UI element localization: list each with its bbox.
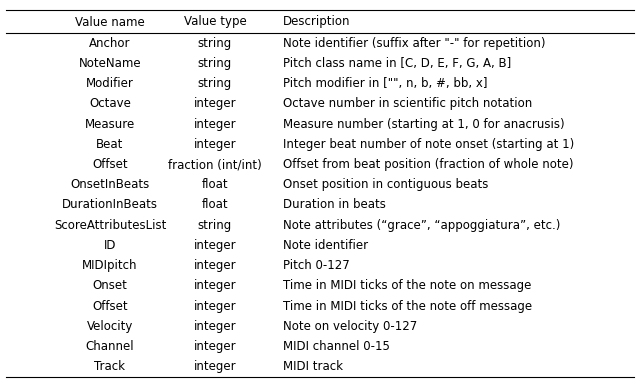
Text: Offset: Offset xyxy=(92,300,128,313)
Text: string: string xyxy=(198,37,232,50)
Text: Pitch class name in [C, D, E, F, G, A, B]: Pitch class name in [C, D, E, F, G, A, B… xyxy=(283,57,511,70)
Text: string: string xyxy=(198,77,232,90)
Text: Duration in beats: Duration in beats xyxy=(283,199,386,211)
Text: Offset from beat position (fraction of whole note): Offset from beat position (fraction of w… xyxy=(283,158,573,171)
Text: Value name: Value name xyxy=(75,15,145,28)
Text: Pitch 0-127: Pitch 0-127 xyxy=(283,259,349,272)
Text: ScoreAttributesList: ScoreAttributesList xyxy=(54,219,166,232)
Text: MIDI track: MIDI track xyxy=(283,360,343,373)
Text: Track: Track xyxy=(95,360,125,373)
Text: Note attributes (“grace”, “appoggiatura”, etc.): Note attributes (“grace”, “appoggiatura”… xyxy=(283,219,561,232)
Text: Beat: Beat xyxy=(96,138,124,151)
Text: integer: integer xyxy=(194,117,236,131)
Text: Note identifier (suffix after "-" for repetition): Note identifier (suffix after "-" for re… xyxy=(283,37,545,50)
Text: Note identifier: Note identifier xyxy=(283,239,368,252)
Text: Anchor: Anchor xyxy=(89,37,131,50)
Text: Integer beat number of note onset (starting at 1): Integer beat number of note onset (start… xyxy=(283,138,574,151)
Text: Measure number (starting at 1, 0 for anacrusis): Measure number (starting at 1, 0 for ana… xyxy=(283,117,564,131)
Text: Onset position in contiguous beats: Onset position in contiguous beats xyxy=(283,178,488,191)
Text: integer: integer xyxy=(194,138,236,151)
Text: Measure: Measure xyxy=(85,117,135,131)
Text: Note on velocity 0-127: Note on velocity 0-127 xyxy=(283,320,417,333)
Text: Octave: Octave xyxy=(89,97,131,110)
Text: Pitch modifier in ["", n, b, #, bb, x]: Pitch modifier in ["", n, b, #, bb, x] xyxy=(283,77,488,90)
Text: Channel: Channel xyxy=(86,340,134,353)
Text: Time in MIDI ticks of the note off message: Time in MIDI ticks of the note off messa… xyxy=(283,300,532,313)
Text: integer: integer xyxy=(194,239,236,252)
Text: MIDIpitch: MIDIpitch xyxy=(83,259,138,272)
Text: Velocity: Velocity xyxy=(87,320,133,333)
Text: integer: integer xyxy=(194,300,236,313)
Text: Value type: Value type xyxy=(184,15,246,28)
Text: fraction (int/int): fraction (int/int) xyxy=(168,158,262,171)
Text: Offset: Offset xyxy=(92,158,128,171)
Text: Description: Description xyxy=(283,15,351,28)
Text: MIDI channel 0-15: MIDI channel 0-15 xyxy=(283,340,390,353)
Text: Time in MIDI ticks of the note on message: Time in MIDI ticks of the note on messag… xyxy=(283,280,531,293)
Text: integer: integer xyxy=(194,97,236,110)
Text: NoteName: NoteName xyxy=(79,57,141,70)
Text: float: float xyxy=(202,199,228,211)
Text: integer: integer xyxy=(194,259,236,272)
Text: Octave number in scientific pitch notation: Octave number in scientific pitch notati… xyxy=(283,97,532,110)
Text: Modifier: Modifier xyxy=(86,77,134,90)
Text: Onset: Onset xyxy=(93,280,127,293)
Text: float: float xyxy=(202,178,228,191)
Text: integer: integer xyxy=(194,360,236,373)
Text: integer: integer xyxy=(194,280,236,293)
Text: DurationInBeats: DurationInBeats xyxy=(62,199,158,211)
Text: ID: ID xyxy=(104,239,116,252)
Text: integer: integer xyxy=(194,320,236,333)
Text: string: string xyxy=(198,57,232,70)
Text: string: string xyxy=(198,219,232,232)
Text: OnsetInBeats: OnsetInBeats xyxy=(70,178,150,191)
Text: integer: integer xyxy=(194,340,236,353)
